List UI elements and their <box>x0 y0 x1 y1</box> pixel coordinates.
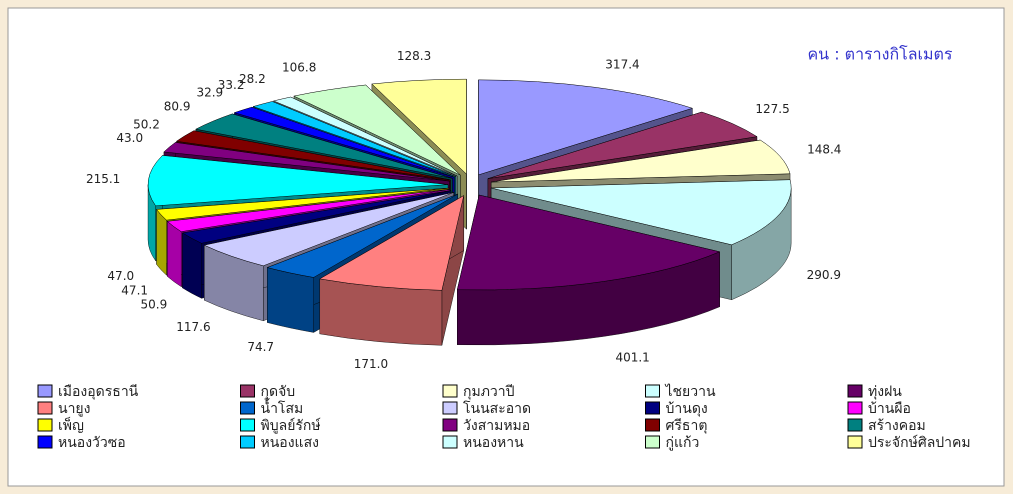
data-label: 290.9 <box>807 268 841 282</box>
legend-swatch <box>847 435 863 449</box>
data-label: 317.4 <box>605 58 639 72</box>
legend-label: หนองหาน <box>463 435 524 451</box>
slice <box>147 155 449 207</box>
data-label: 106.8 <box>282 61 316 75</box>
data-label: 28.2 <box>239 72 266 86</box>
legend-swatch <box>37 435 53 449</box>
slice <box>487 111 758 179</box>
legend-swatch <box>240 401 255 415</box>
legend-swatch <box>645 435 660 449</box>
legend-swatch <box>442 418 458 432</box>
legend-swatch <box>645 384 660 398</box>
slice <box>203 192 454 267</box>
legend-label: กู่แก้ว <box>666 435 700 451</box>
legend-label: น้ำโสม <box>261 398 304 417</box>
legend-swatch <box>37 401 53 415</box>
annotation: คน : ตารางกิโลเมตร <box>807 45 952 64</box>
slice <box>252 101 456 177</box>
legend-label: ศรีธาตุ <box>666 418 708 434</box>
data-label: 50.9 <box>141 298 168 312</box>
legend-swatch <box>847 384 863 398</box>
legend-swatch <box>442 435 458 449</box>
legend-swatch <box>37 384 53 398</box>
data-label: 128.3 <box>397 49 431 63</box>
legend-label: พิบูลย์รักษ์ <box>261 417 321 434</box>
slice-tops <box>147 78 792 291</box>
slice-side <box>267 267 314 333</box>
slice <box>233 106 455 178</box>
data-label: 215.1 <box>86 172 120 186</box>
legend-label: กุดจับ <box>261 384 296 400</box>
slice <box>491 179 792 246</box>
legend-label: ไชยวาน <box>665 383 716 400</box>
legend-swatch <box>645 401 660 415</box>
legend-label: ประจักษ์ศิลปาคม <box>868 434 971 451</box>
data-label: 148.4 <box>807 143 841 157</box>
legend-swatch <box>37 418 53 432</box>
data-label: 127.5 <box>755 102 789 116</box>
data-label: 171.0 <box>354 357 388 371</box>
data-label: 32.9 <box>196 85 223 99</box>
legend-swatch <box>240 435 255 449</box>
legend-label: หนองแสง <box>261 435 319 451</box>
legend-label: หนองวัวซอ <box>58 435 126 451</box>
data-label: 47.0 <box>107 269 134 283</box>
slice <box>166 189 450 232</box>
slice <box>319 195 465 291</box>
legend-swatch <box>645 418 660 432</box>
legend-swatch <box>240 384 255 398</box>
data-label: 43.0 <box>116 131 143 145</box>
slice <box>175 130 451 181</box>
slice <box>456 194 721 291</box>
legend-label: ทุ่งฝน <box>868 384 902 400</box>
legend-label: บ้านดุง <box>666 401 708 417</box>
data-label: 47.1 <box>121 283 148 297</box>
slice <box>195 113 453 179</box>
slice <box>163 142 450 182</box>
slice <box>181 190 452 244</box>
legend-swatch <box>442 384 458 398</box>
legend-swatch <box>847 418 863 432</box>
legend-label: กุมภวาปี <box>463 384 515 400</box>
legend-label: สร้างคอม <box>868 418 926 434</box>
legend-label: นายูง <box>58 401 90 417</box>
data-label: 50.2 <box>133 117 160 131</box>
legend-label: เมืองอุดรธานี <box>58 384 139 400</box>
slice <box>266 193 458 278</box>
slice <box>371 78 467 175</box>
slice <box>272 96 458 177</box>
legend-swatch <box>240 418 255 432</box>
slice-side <box>156 208 167 276</box>
legend-label: เพ็ญ <box>58 416 84 434</box>
data-label: 33.2 <box>218 78 245 92</box>
slice <box>156 187 449 221</box>
legend-swatch <box>442 401 458 415</box>
data-label: 401.1 <box>615 351 649 365</box>
legend-swatch <box>847 401 863 415</box>
slice <box>491 139 791 183</box>
slice-side <box>167 220 182 288</box>
data-label: 74.7 <box>247 340 274 354</box>
legend-label: บ้านผือ <box>868 401 911 417</box>
legend-label: วังสามหมอ <box>463 418 530 434</box>
data-label: 117.6 <box>176 320 210 334</box>
legend-label: โนนสะอาด <box>463 400 531 417</box>
data-label: 80.9 <box>164 99 191 113</box>
slice <box>478 79 694 176</box>
slice-side <box>182 232 202 299</box>
slice <box>293 84 461 176</box>
